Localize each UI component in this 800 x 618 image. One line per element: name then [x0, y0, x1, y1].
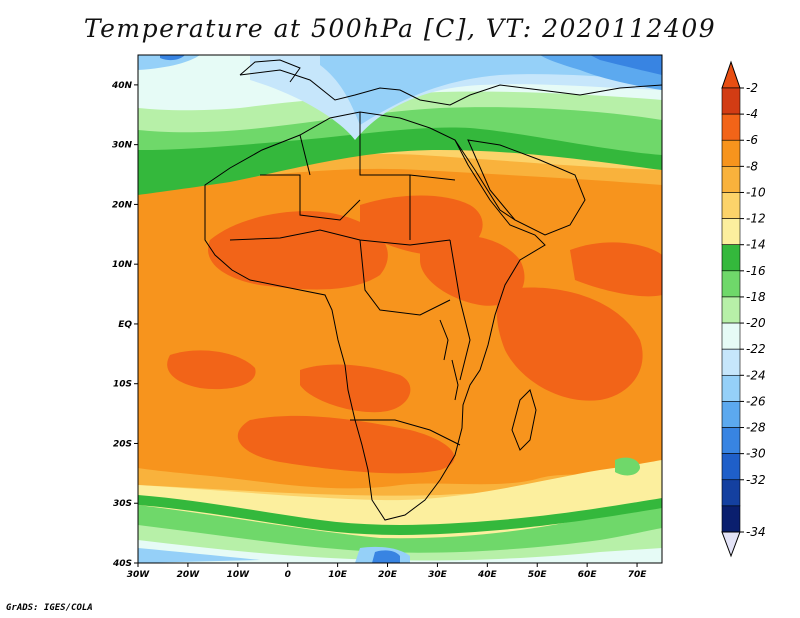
coastlines	[204, 59, 662, 521]
colorbar-label: -18	[746, 290, 766, 304]
credit-text: GrADS: IGES/COLA	[6, 603, 93, 613]
band-south-light	[138, 525, 662, 563]
band-minus4-atlantic	[167, 350, 256, 390]
band-north-blue2	[320, 55, 662, 125]
band-minus4-east	[420, 235, 525, 306]
colorbar-label: -28	[746, 421, 766, 435]
band-north-darkgreen	[138, 127, 662, 195]
band-south-pale	[138, 540, 662, 563]
colorbar-swatch	[721, 166, 741, 193]
border-west	[260, 174, 361, 221]
lat-tick-label: 10S	[113, 380, 132, 390]
lon-tick-label: 30E	[428, 570, 448, 580]
colorbar-label: -10	[746, 185, 766, 199]
colorbar-swatch	[721, 453, 741, 481]
lat-tick-label: 30N	[112, 141, 133, 151]
colorbar: -2 -4 -6 -8 -10 -12 -14 -16 -18 -20 -22 -24 -26 -28 -3…	[721, 60, 766, 558]
colorbar-swatch	[721, 244, 741, 272]
colorbar-swatch	[721, 192, 741, 219]
colorbar-swatch	[721, 505, 741, 533]
temperature-field	[138, 55, 662, 563]
colorbar-label: -30	[746, 447, 766, 461]
colorbar-swatch	[721, 479, 741, 507]
band-north-blue4	[590, 55, 662, 75]
lon-tick-label: 40E	[477, 570, 498, 580]
colorbar-label: -32	[746, 473, 766, 487]
colorbar-swatch	[721, 139, 741, 167]
map-title: Temperature at 500hPa [C], VT: 202011240…	[83, 14, 717, 43]
red-sea	[454, 139, 516, 221]
colorbar-over-arrow	[721, 60, 741, 89]
colorbar-label: -4	[746, 107, 758, 121]
colorbar-label: -6	[746, 133, 758, 147]
map-frame	[137, 54, 663, 564]
band-minus4-horn	[570, 242, 662, 297]
arabia	[467, 139, 586, 236]
lat-tick-label: 30S	[113, 499, 132, 509]
colorbar-swatch	[721, 218, 741, 246]
lat-tick-label: 40S	[112, 559, 132, 569]
colorbar-swatch	[721, 270, 741, 298]
band-north-blue6	[160, 55, 185, 61]
lon-tick-label: 20E	[378, 570, 398, 580]
colorbar-label: -14	[746, 238, 766, 252]
lat-tick-label: 40N	[111, 81, 133, 91]
colorbar-swatch	[721, 322, 741, 350]
border-sahel	[229, 229, 451, 246]
band-south-darkgreen	[138, 495, 662, 535]
lat-tick-label: 20S	[113, 439, 132, 449]
band-minus4-south	[237, 415, 455, 474]
lon-tick-label: 10W	[227, 570, 251, 580]
colorbar-under-arrow	[721, 531, 741, 558]
colorbar-label: -24	[746, 368, 766, 382]
band-south-blue1	[138, 546, 410, 563]
africa-coastline	[204, 111, 546, 521]
colorbar-swatch	[721, 87, 741, 115]
colorbar-swatch	[721, 374, 741, 402]
latitude-axis: 40N 30N 20N 10N EQ 10S 20S 30S 40S	[111, 81, 138, 569]
border-central	[359, 239, 451, 316]
colorbar-label: -20	[746, 316, 766, 330]
colorbar-label: -34	[746, 525, 766, 539]
patch-green-indian-ocean	[615, 457, 640, 476]
colorbar-swatch	[721, 401, 741, 428]
lon-tick-label: 50E	[528, 570, 548, 580]
colorbar-swatch	[721, 113, 741, 141]
europe-coast	[239, 69, 662, 106]
border-east	[449, 239, 471, 381]
colorbar-swatch	[721, 348, 741, 376]
colorbar-swatch	[721, 296, 741, 324]
lon-tick-label: 60E	[578, 570, 598, 580]
border-south	[350, 419, 461, 446]
lon-tick-label: 0	[285, 570, 291, 580]
lat-tick-label: EQ	[118, 320, 132, 330]
colorbar-swatch	[721, 427, 741, 454]
band-minus4-west	[208, 211, 388, 290]
lon-tick-label: 20W	[177, 570, 201, 580]
lon-tick-label: 10E	[328, 570, 348, 580]
lakes	[439, 319, 459, 401]
colorbar-label: -12	[746, 212, 766, 226]
band-south-blue2	[372, 550, 400, 563]
band-minus4-mid	[300, 364, 411, 413]
madagascar	[511, 389, 537, 451]
band-minus4-ocean	[496, 287, 643, 401]
band-north-blue5	[138, 55, 200, 70]
iberia	[239, 59, 301, 83]
colorbar-label: -2	[746, 81, 758, 95]
colorbar-label: -26	[746, 394, 766, 408]
lon-tick-label: 30W	[127, 570, 151, 580]
colorbar-label: -16	[746, 264, 766, 278]
border-north	[299, 112, 456, 240]
lat-tick-label: 10N	[112, 260, 133, 270]
lon-tick-label: 70E	[628, 570, 648, 580]
colorbar-label: -8	[746, 159, 758, 173]
lat-tick-label: 20N	[112, 200, 133, 210]
longitude-axis: 30W 20W 10W 0 10E 20E 30E 40E 50E 60E 70E	[127, 563, 647, 580]
colorbar-label: -22	[746, 342, 766, 356]
